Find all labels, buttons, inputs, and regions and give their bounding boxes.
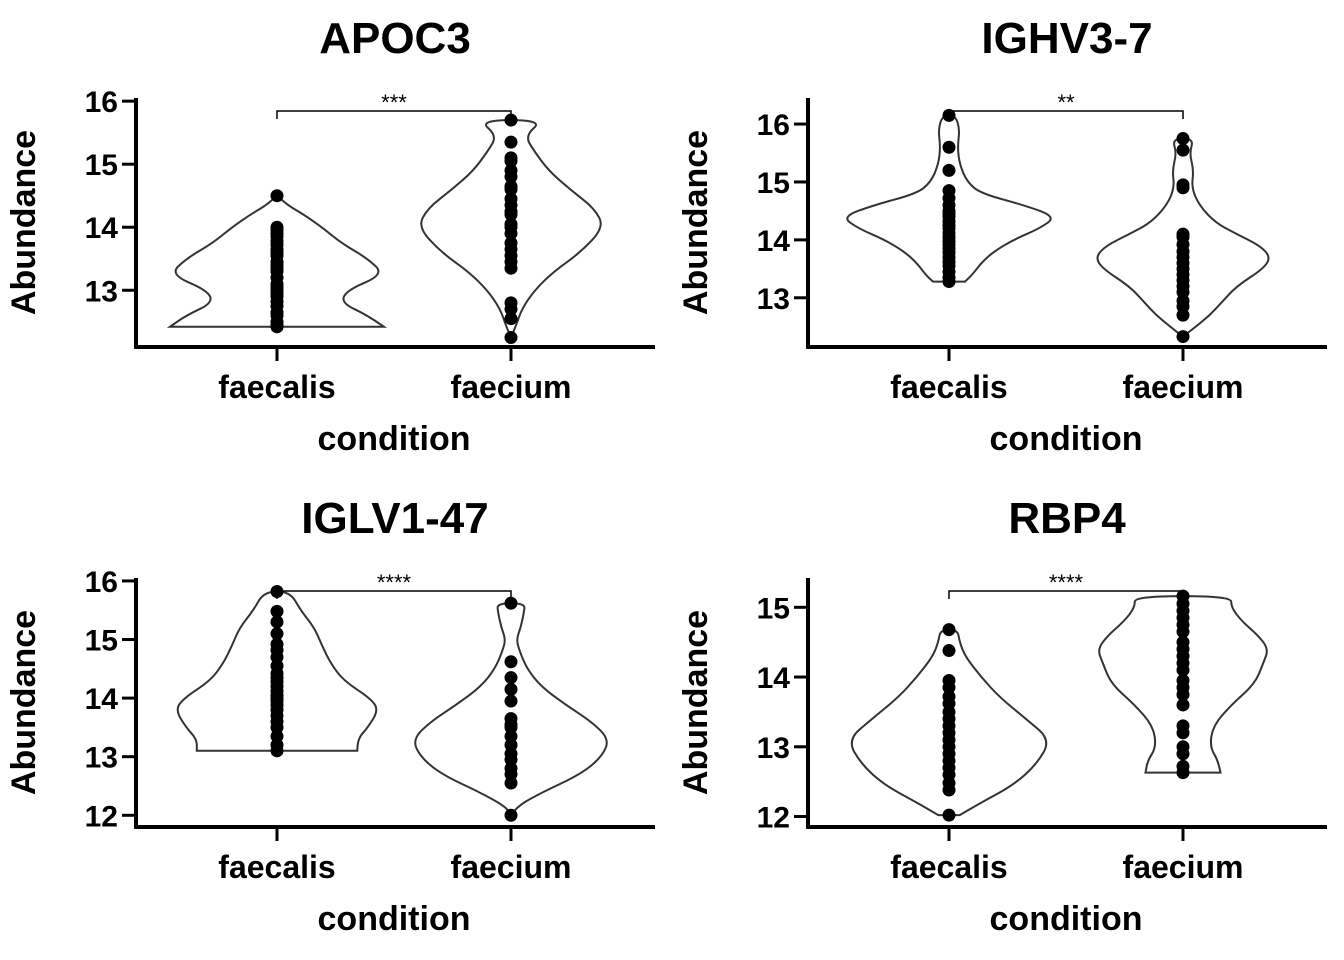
y-tick-label: 16 [85, 566, 118, 599]
data-point [270, 220, 284, 234]
data-point [504, 296, 518, 310]
y-axis-label: Abundance [677, 130, 715, 315]
chart-title: IGHV3-7 [981, 14, 1152, 63]
data-point [504, 151, 518, 165]
data-point [942, 674, 956, 688]
y-tick-label: 16 [757, 109, 790, 142]
data-point [1176, 330, 1190, 344]
chart-panel-4: RBP4 Abundance condition 12 13 14 15 faecalis fa… [677, 494, 1327, 938]
data-point [504, 192, 518, 206]
data-point [1176, 178, 1190, 192]
data-point [270, 189, 284, 203]
data-point [504, 655, 518, 669]
y-tick-label: 14 [757, 662, 791, 695]
significance-label: **** [377, 570, 412, 595]
chart-title: APOC3 [319, 14, 471, 63]
data-point [1176, 759, 1190, 773]
data-point [504, 682, 518, 696]
data-point [942, 184, 956, 198]
data-point [270, 637, 284, 651]
y-tick-label: 14 [757, 225, 791, 258]
chart-title: IGLV1-47 [301, 494, 488, 543]
chart-panel-2: IGHV3-7 Abundance condition 13 14 15 16 faecali… [677, 14, 1327, 458]
significance-bracket [948, 110, 1184, 119]
data-point [504, 163, 518, 177]
x-axis-label: condition [318, 420, 471, 458]
significance-label: *** [381, 90, 407, 115]
data-point [504, 217, 518, 231]
x-tick-label: faecium [451, 849, 572, 885]
y-tick-label: 16 [85, 86, 118, 119]
data-point [270, 604, 284, 618]
data-point [504, 135, 518, 149]
data-point [504, 179, 518, 193]
significance-label: ** [1057, 90, 1075, 115]
y-tick-label: 12 [85, 800, 118, 833]
y-tick-label: 13 [85, 275, 118, 308]
data-point [504, 236, 518, 250]
x-tick-label: faecalis [218, 849, 335, 885]
data-point [504, 671, 518, 685]
data-point [1176, 698, 1190, 712]
data-point [1176, 132, 1190, 146]
data-point [1176, 740, 1190, 754]
chart-title: RBP4 [1008, 494, 1126, 543]
x-tick-label: faecium [1123, 369, 1244, 405]
data-point [942, 623, 956, 637]
x-axis-label: condition [990, 420, 1143, 458]
data-point [942, 163, 956, 177]
data-point [504, 312, 518, 326]
data-point [1176, 143, 1190, 157]
significance-bracket [276, 110, 512, 119]
y-axis-label: Abundance [677, 610, 715, 795]
data-point [1176, 227, 1190, 241]
x-axis-label: condition [318, 900, 471, 938]
y-axis-label: Abundance [5, 610, 43, 795]
chart-panel-3: IGLV1-47 Abundance condition 12 13 14 15 16 faec… [5, 494, 655, 938]
x-tick-label: faecium [1123, 849, 1244, 885]
y-tick-label: 14 [85, 683, 119, 716]
x-tick-label: faecium [451, 369, 572, 405]
data-point [504, 712, 518, 726]
data-point [504, 694, 518, 708]
data-point [270, 615, 284, 629]
data-point [942, 644, 956, 658]
y-tick-label: 13 [757, 732, 790, 765]
x-tick-label: faecalis [890, 369, 1007, 405]
significance-label: **** [1049, 570, 1084, 595]
data-point [1176, 719, 1190, 733]
y-tick-label: 13 [85, 742, 118, 775]
y-axis-label: Abundance [5, 130, 43, 315]
data-point [1176, 674, 1190, 688]
x-tick-label: faecalis [218, 369, 335, 405]
significance-bracket [276, 590, 512, 599]
chart-panel-1: APOC3 Abundance condition 13 14 15 16 faecalis f… [5, 14, 655, 458]
data-point [504, 596, 518, 610]
data-point [270, 627, 284, 641]
y-tick-label: 15 [85, 149, 118, 182]
significance-bracket [948, 590, 1184, 599]
x-axis-label: condition [990, 900, 1143, 938]
y-tick-label: 15 [757, 592, 790, 625]
data-point [942, 690, 956, 704]
y-tick-label: 13 [757, 283, 790, 316]
x-tick-label: faecalis [890, 849, 1007, 885]
y-tick-label: 15 [757, 167, 790, 200]
data-point [1176, 635, 1190, 649]
y-tick-label: 14 [85, 212, 119, 245]
data-point [504, 331, 518, 345]
data-point [942, 808, 956, 822]
data-point [942, 140, 956, 154]
y-tick-label: 15 [85, 625, 118, 658]
data-point [504, 808, 518, 822]
data-point [504, 113, 518, 127]
y-tick-label: 12 [757, 802, 790, 835]
